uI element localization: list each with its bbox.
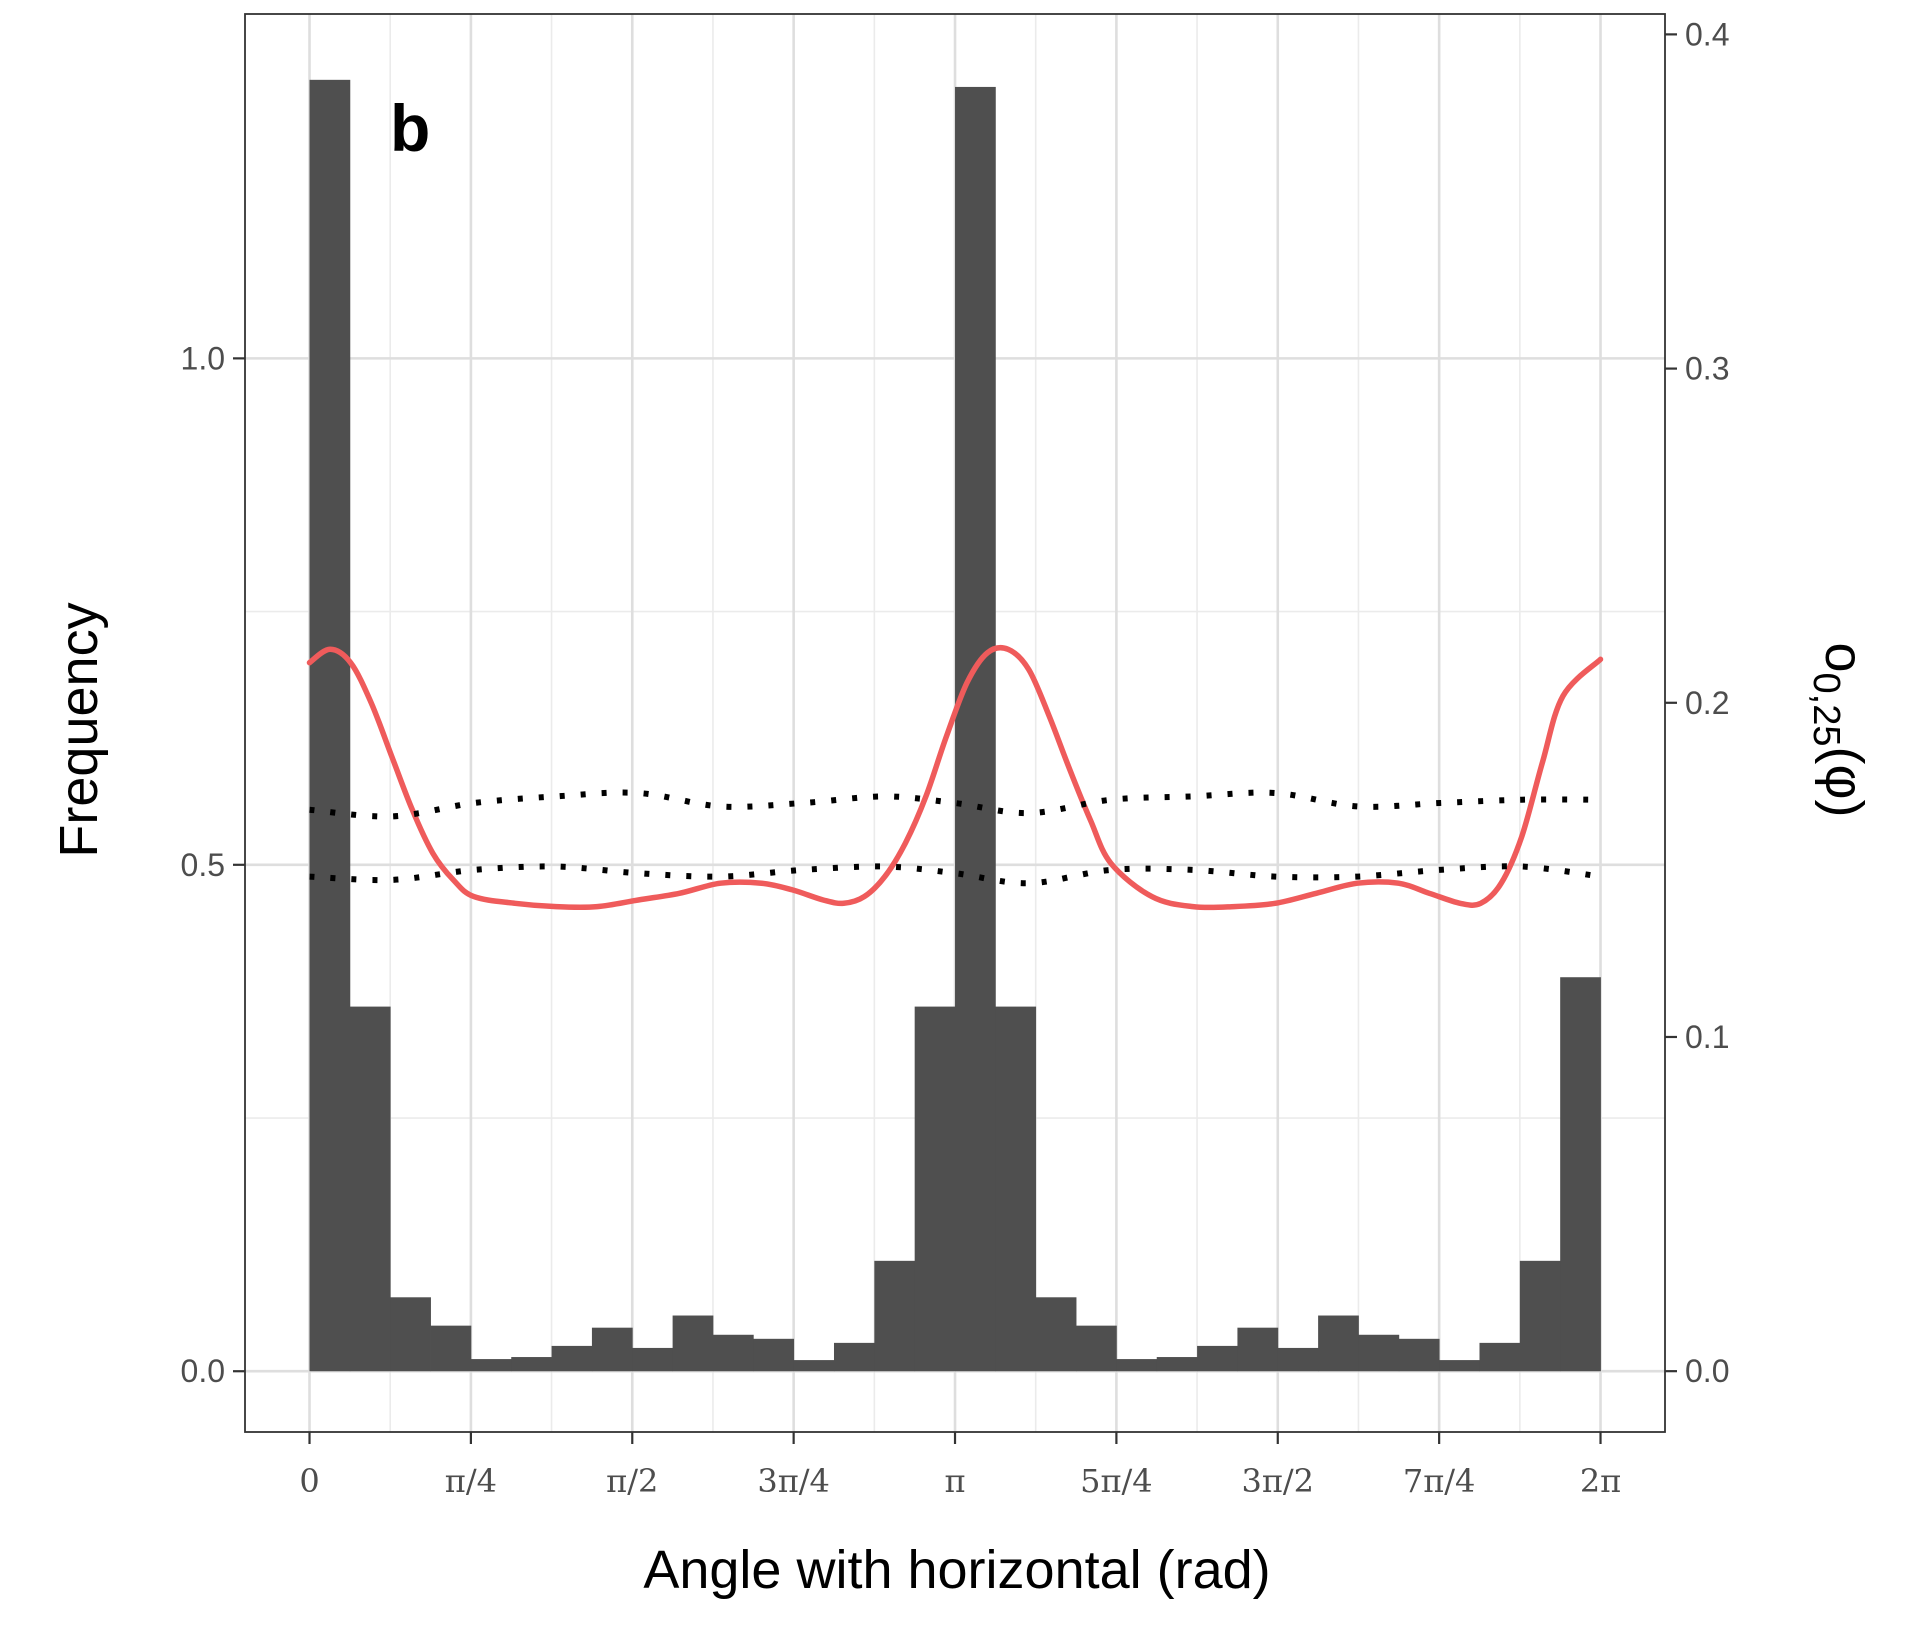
x-tick-label: 5π/4 (1080, 1462, 1153, 1500)
histogram-bars (309, 79, 1601, 1372)
x-tick-label: 2π (1580, 1462, 1621, 1500)
histogram-bar (1479, 1342, 1521, 1372)
y2-tick-label: 0.1 (1685, 1019, 1729, 1055)
histogram-bar (914, 1006, 956, 1372)
histogram-bar (833, 1342, 875, 1372)
y2-axis-title: o0,25(φ) (1805, 643, 1874, 818)
dotted-line-1 (309, 789, 1601, 820)
y-axis-right: 0.0 0.1 0.2 0.3 0.4 (1665, 16, 1729, 1389)
histogram-bar (1358, 1334, 1400, 1372)
y-axis-title: Frequency (49, 602, 109, 857)
histogram-bar (390, 1297, 431, 1372)
histogram-bar (511, 1357, 552, 1372)
x-tick-label: π (945, 1462, 966, 1500)
x-tick-label: π/2 (606, 1462, 658, 1500)
y2-tick-label: 0.3 (1685, 351, 1729, 387)
panel-label: b (390, 91, 430, 165)
histogram-bar (753, 1338, 795, 1372)
y-tick-label: 1.0 (181, 340, 225, 376)
x-tick-label: 0 (299, 1462, 319, 1500)
x-tick-label: 7π/4 (1403, 1462, 1476, 1500)
y2-axis-title-subscript: 0,25 (1805, 673, 1847, 747)
y2-tick-label: 0.0 (1685, 1353, 1729, 1389)
histogram-bar (1237, 1327, 1279, 1372)
density-lines (306, 644, 1604, 911)
x-tick-label: π/4 (445, 1462, 497, 1500)
x-tick-label: 3π/4 (757, 1462, 830, 1500)
histogram-bar (995, 1006, 1037, 1372)
histogram-bar (1116, 1359, 1158, 1372)
histogram-bar (672, 1315, 714, 1372)
histogram-bar (955, 86, 996, 1372)
y2-axis-title-main: o (1814, 643, 1874, 673)
histogram-bar (1519, 1260, 1561, 1372)
histogram-bar (1318, 1315, 1359, 1372)
histogram-bar (349, 1006, 391, 1372)
histogram-bar (1197, 1345, 1238, 1372)
y-tick-label: 0.5 (181, 847, 225, 883)
histogram-bar (551, 1345, 593, 1372)
y-axis-left: 0.0 0.5 1.0 (181, 340, 245, 1389)
histogram-bar (1076, 1325, 1117, 1372)
x-axis: 0 π/4 π/2 3π/4 π 5π/4 3π/2 7π/4 2π (299, 1432, 1621, 1500)
histogram-bar (1560, 977, 1601, 1372)
y2-tick-label: 0.4 (1685, 16, 1729, 52)
red-density-line (306, 644, 1604, 911)
histogram-bar (1035, 1297, 1077, 1372)
y2-tick-label: 0.2 (1685, 685, 1729, 721)
histogram-bar (591, 1327, 633, 1372)
histogram-bar (430, 1325, 472, 1372)
histogram-bar (1398, 1338, 1440, 1372)
y-tick-label: 0.0 (181, 1353, 225, 1389)
histogram-bar (470, 1359, 512, 1372)
histogram-bar (712, 1334, 754, 1372)
histogram-bar (309, 79, 351, 1372)
histogram-bar (793, 1360, 835, 1372)
histogram-bar (874, 1260, 916, 1372)
histogram-bar (1439, 1360, 1480, 1372)
y2-axis-title-argument: (φ) (1814, 747, 1874, 818)
histogram-bar (1277, 1347, 1319, 1372)
dotted-line-2 (309, 863, 1601, 887)
histogram-bar (632, 1347, 674, 1372)
x-tick-label: 3π/2 (1242, 1462, 1315, 1500)
x-axis-title: Angle with horizontal (rad) (643, 1540, 1270, 1600)
histogram-bar (1156, 1357, 1198, 1372)
